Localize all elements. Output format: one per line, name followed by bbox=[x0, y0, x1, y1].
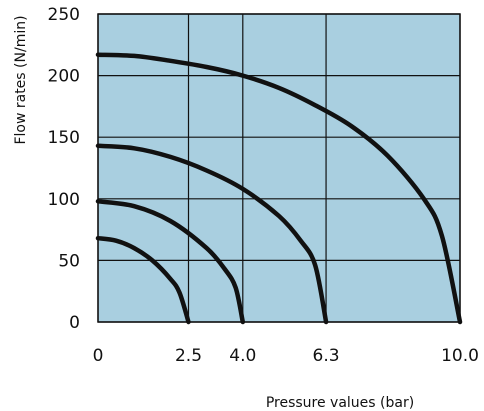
y-tick-label: 50 bbox=[58, 251, 80, 271]
x-tick-label: 2.5 bbox=[175, 346, 202, 366]
curves bbox=[95, 52, 463, 325]
x-tick-label: 4.0 bbox=[229, 346, 256, 366]
y-tick-label: 0 bbox=[69, 313, 80, 333]
x-axis-title: Pressure values (bar) bbox=[266, 395, 414, 411]
x-tick-label: 10.0 bbox=[441, 346, 479, 366]
y-tick-label: 150 bbox=[48, 128, 80, 148]
x-tick-labels: 0 2.5 4.0 6.3 10.0 bbox=[93, 346, 479, 366]
x-tick-label: 0 bbox=[93, 346, 104, 366]
flow-curve bbox=[95, 143, 329, 325]
y-tick-labels: 0 50 100 150 200 250 bbox=[48, 5, 80, 333]
y-tick-label: 100 bbox=[48, 190, 80, 210]
flow-curve bbox=[95, 52, 463, 325]
y-tick-label: 250 bbox=[48, 5, 80, 25]
plot-border bbox=[97, 13, 461, 323]
flow-curve bbox=[95, 235, 191, 325]
y-axis-title: Flow rates (N/min) bbox=[13, 15, 29, 144]
flow-curve bbox=[95, 199, 246, 325]
x-tick-label: 6.3 bbox=[313, 346, 340, 366]
y-tick-label: 200 bbox=[48, 67, 80, 87]
